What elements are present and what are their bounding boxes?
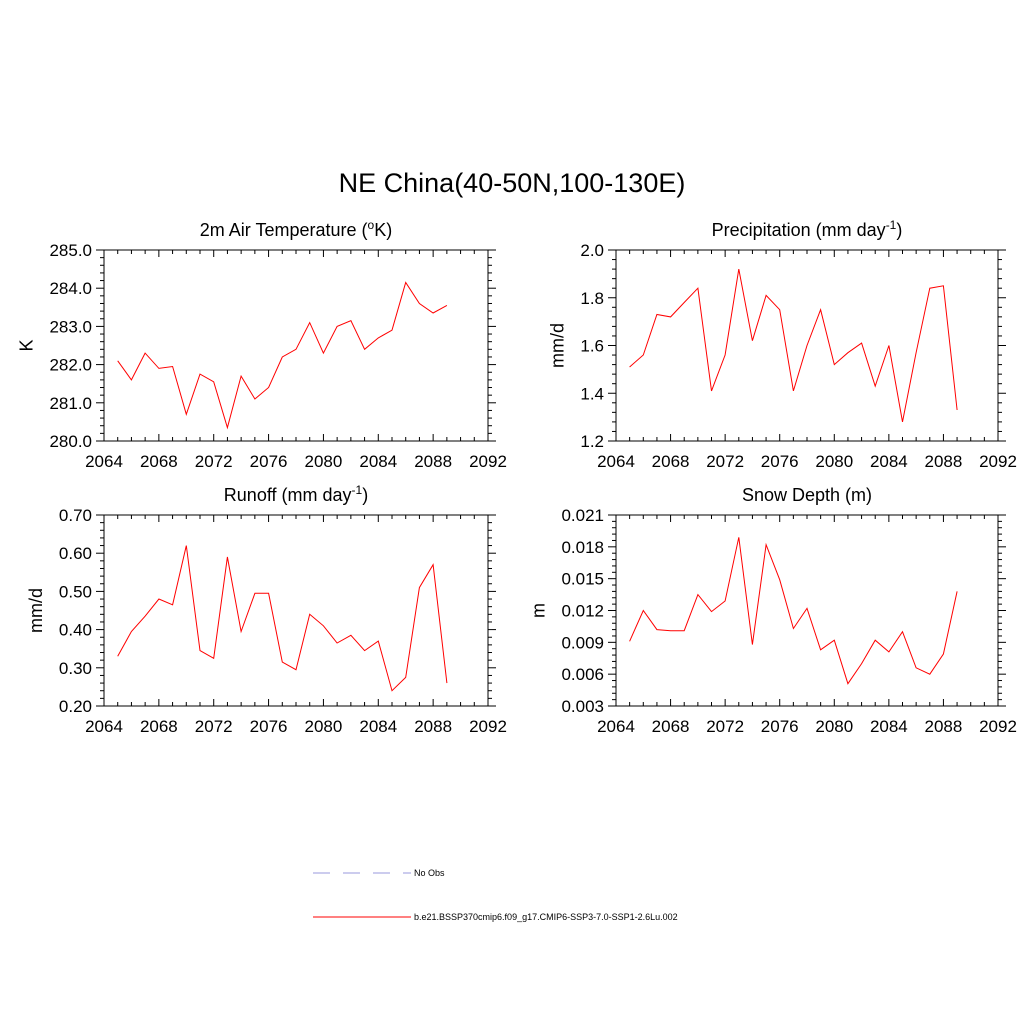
y-tick-label: 0.015 — [561, 570, 604, 589]
y-tick-label: 1.8 — [580, 289, 604, 308]
x-tick-label: 2064 — [85, 452, 123, 471]
chart-panels: 2064 2068 2072 2076 2080 2084 2088 2092 280.0 281… — [17, 218, 1017, 736]
x-tick-label: 2092 — [469, 452, 507, 471]
y-tick-label: 0.009 — [561, 633, 604, 652]
y-tick-label: 280.0 — [49, 432, 92, 451]
x-tick-label: 2084 — [359, 717, 397, 736]
y-tick-label: 285.0 — [49, 241, 92, 260]
x-tick-label: 2076 — [250, 717, 288, 736]
y-tick-label: 0.021 — [561, 506, 604, 525]
y-tick-label: 1.6 — [580, 337, 604, 356]
x-tick-label: 2084 — [870, 452, 908, 471]
x-tick-label: 2080 — [305, 717, 343, 736]
y-tick-label: 0.30 — [59, 659, 92, 678]
y-tick-label: 283.0 — [49, 317, 92, 336]
x-tick-label: 2068 — [140, 452, 178, 471]
legend-label: b.e21.BSSP370cmip6.f09_g17.CMIP6-SSP3-7.… — [414, 912, 678, 922]
y-axis-label: m — [529, 603, 549, 618]
panel-temperature: 2064 2068 2072 2076 2080 2084 2088 2092 280.0 281… — [17, 218, 507, 471]
panel-title: Precipitation (mm day-1) — [712, 218, 903, 240]
x-tick-label: 2092 — [979, 452, 1017, 471]
panel-runoff: 2064 2068 2072 2076 2080 2084 2088 2092 0.20 0.30… — [26, 483, 507, 736]
y-tick-label: 2.0 — [580, 241, 604, 260]
figure-title: NE China(40-50N,100-130E) — [338, 168, 686, 198]
x-tick-label: 2072 — [706, 452, 744, 471]
x-tick-label: 2068 — [140, 717, 178, 736]
x-tick-label: 2088 — [414, 717, 452, 736]
x-tick-label: 2072 — [706, 717, 744, 736]
x-tick-label: 2084 — [359, 452, 397, 471]
legend: No Obs b.e21.BSSP370cmip6.f09_g17.CMIP6-S… — [313, 868, 678, 922]
panel-title: 2m Air Temperature (oK) — [200, 218, 392, 240]
y-tick-label: 1.2 — [580, 432, 604, 451]
y-tick-label: 0.60 — [59, 544, 92, 563]
x-tick-label: 2080 — [305, 452, 343, 471]
y-axis-label: mm/d — [548, 323, 568, 368]
x-tick-label: 2080 — [815, 452, 853, 471]
x-tick-label: 2076 — [250, 452, 288, 471]
y-tick-label: 0.20 — [59, 697, 92, 716]
y-tick-label: 1.4 — [580, 384, 604, 403]
y-axis-label: mm/d — [26, 588, 46, 633]
y-tick-label: 0.70 — [59, 506, 92, 525]
x-tick-label: 2076 — [761, 717, 799, 736]
legend-label: No Obs — [414, 868, 445, 878]
x-tick-label: 2084 — [870, 717, 908, 736]
panel-title: Runoff (mm day-1) — [224, 483, 368, 505]
x-tick-label: 2072 — [195, 717, 233, 736]
plot-frame — [103, 249, 489, 442]
y-tick-label: 0.003 — [561, 697, 604, 716]
y-tick-label: 282.0 — [49, 356, 92, 375]
x-tick-label: 2088 — [414, 452, 452, 471]
x-tick-label: 2068 — [652, 452, 690, 471]
x-tick-label: 2088 — [925, 717, 963, 736]
y-tick-label: 284.0 — [49, 279, 92, 298]
x-tick-label: 2092 — [469, 717, 507, 736]
x-tick-label: 2068 — [652, 717, 690, 736]
y-tick-label: 0.018 — [561, 538, 604, 557]
x-tick-label: 2076 — [761, 452, 799, 471]
panel-precipitation: 2064 2068 2072 2076 2080 2084 2088 2092 1.2 1.4 1.… — [548, 218, 1017, 471]
y-tick-label: 0.40 — [59, 621, 92, 640]
x-tick-label: 2092 — [979, 717, 1017, 736]
plot-frame — [615, 514, 999, 707]
series-line-runoff — [117, 545, 448, 692]
y-tick-label: 281.0 — [49, 394, 92, 413]
y-tick-label: 0.012 — [561, 602, 604, 621]
x-tick-label: 2072 — [195, 452, 233, 471]
y-tick-label: 0.006 — [561, 665, 604, 684]
series-line-temperature — [117, 281, 448, 430]
y-tick-label: 0.50 — [59, 582, 92, 601]
y-axis-label: K — [17, 339, 37, 351]
x-tick-label: 2088 — [925, 452, 963, 471]
x-tick-label: 2064 — [85, 717, 123, 736]
plot-frame — [103, 514, 489, 707]
panel-snow-depth: 2064 2068 2072 2076 2080 2084 2088 2092 0.003 0.0… — [529, 485, 1017, 736]
series-line-precipitation — [629, 269, 958, 422]
panel-title: Snow Depth (m) — [742, 485, 872, 505]
x-tick-label: 2064 — [597, 717, 635, 736]
x-tick-label: 2064 — [597, 452, 635, 471]
series-line-snow-depth — [629, 537, 958, 685]
x-tick-label: 2080 — [815, 717, 853, 736]
